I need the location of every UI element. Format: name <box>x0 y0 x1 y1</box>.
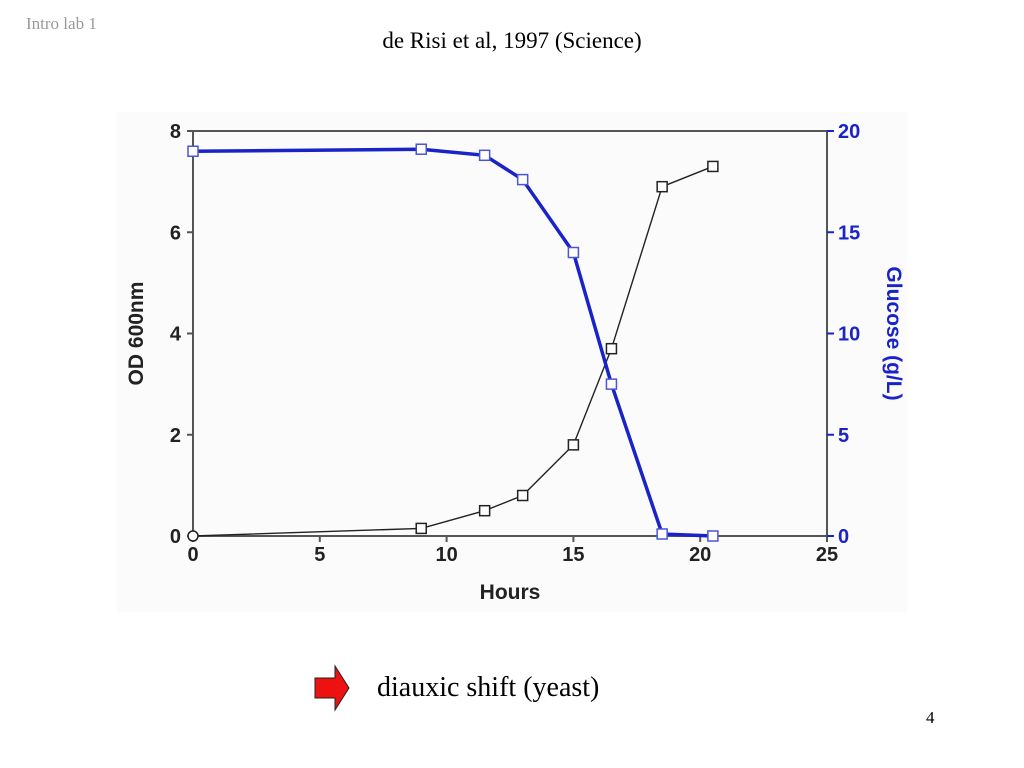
od-data-point <box>605 342 618 355</box>
y2-axis-label: Glucose (g/L) <box>882 266 905 400</box>
x-tick-label: 20 <box>689 544 711 566</box>
y-axis-label: OD 600nm <box>125 282 148 386</box>
od-data-point <box>707 160 719 173</box>
glucose-data-point <box>516 173 529 186</box>
y2-tick-label: 0 <box>838 526 849 548</box>
y-tick-label: 4 <box>170 324 182 346</box>
x-tick-label: 10 <box>435 544 457 566</box>
od-data-point <box>656 180 668 193</box>
od-data-point <box>567 439 580 451</box>
y-tick-label: 8 <box>170 121 181 143</box>
glucose-data-point <box>478 149 491 162</box>
y2-tick-label: 15 <box>838 222 860 244</box>
caption-row: diauxic shift (yeast) <box>313 664 599 712</box>
y2-tick-label: 5 <box>838 425 849 447</box>
od-data-point <box>478 504 491 517</box>
od-series-line <box>192 165 714 537</box>
x-axis-label: Hours <box>480 581 541 604</box>
plot-frame <box>192 130 828 537</box>
right-arrow-icon <box>314 664 350 712</box>
glucose-data-point <box>415 143 427 155</box>
glucose-data-point <box>187 145 199 157</box>
y2-tick-label: 20 <box>838 121 860 143</box>
glucose-data-point <box>656 528 668 540</box>
glucose-data-point <box>707 530 719 542</box>
od-data-point <box>415 522 427 535</box>
glucose-series-line <box>192 147 713 538</box>
chart-panel: 0 5 10 15 20 25 0 2 4 6 8 0 5 10 15 20 Hours OD 600nm Gluc… <box>117 112 907 612</box>
x-tick-label: 5 <box>314 544 325 566</box>
header-course-label: Intro lab 1 <box>26 14 97 33</box>
x-tick-label: 25 <box>816 544 838 566</box>
glucose-data-point <box>605 378 618 390</box>
y-tick-label: 6 <box>170 222 181 244</box>
od-data-point <box>516 489 529 502</box>
glucose-data-point <box>567 246 580 259</box>
y2-tick-label: 10 <box>838 324 860 346</box>
x-tick-label: 0 <box>187 544 198 566</box>
page-number: 4 <box>926 708 935 727</box>
slide-title: de Risi et al, 1997 (Science) <box>382 28 642 53</box>
y-tick-label: 0 <box>170 526 181 548</box>
x-tick-label: 15 <box>562 544 584 566</box>
od-data-point <box>187 530 199 542</box>
y-tick-label: 2 <box>170 425 181 447</box>
caption-text: diauxic shift (yeast) <box>377 672 600 703</box>
